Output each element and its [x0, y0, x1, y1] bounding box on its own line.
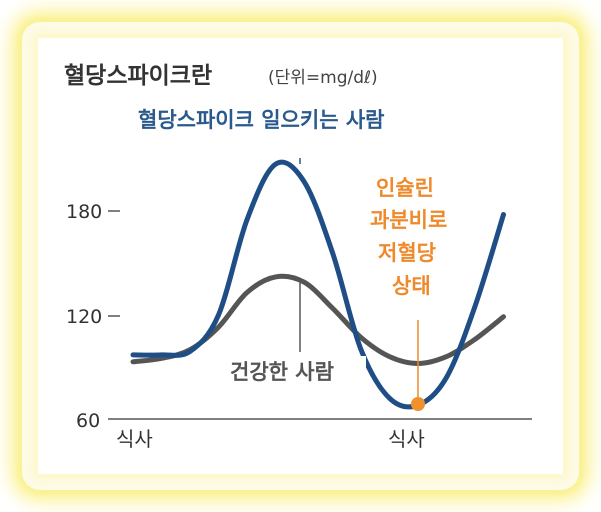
chart-panel [38, 38, 563, 474]
y-tick-label-60: 60 [76, 410, 100, 432]
y-tick-label-180: 180 [66, 201, 102, 223]
series-layer [130, 159, 506, 410]
y-tick-label-120: 120 [66, 306, 102, 328]
chart-title: 혈당스파이크란 [64, 63, 212, 89]
blue-series-label: 혈당스파이크 일으키는 사람 [138, 108, 384, 132]
healthy-label-bg [226, 356, 366, 386]
hypoglycemia-label-line-3: 저혈당 [378, 241, 436, 265]
hypoglycemia-marker [411, 397, 425, 411]
x-tick-label-meal-1: 식사 [116, 427, 153, 451]
hypoglycemia-label-line-1: 인슐린 [376, 176, 434, 200]
x-tick-label-meal-2: 식사 [388, 427, 425, 451]
hypoglycemia-label-line-2: 과분비로 [370, 208, 447, 232]
hypoglycemia-label-line-4: 상태 [392, 274, 431, 298]
spike-series-line [130, 159, 506, 410]
healthy-series-label: 건강한 사람 [230, 360, 334, 384]
chart-unit: (단위=mg/dℓ) [268, 68, 378, 88]
